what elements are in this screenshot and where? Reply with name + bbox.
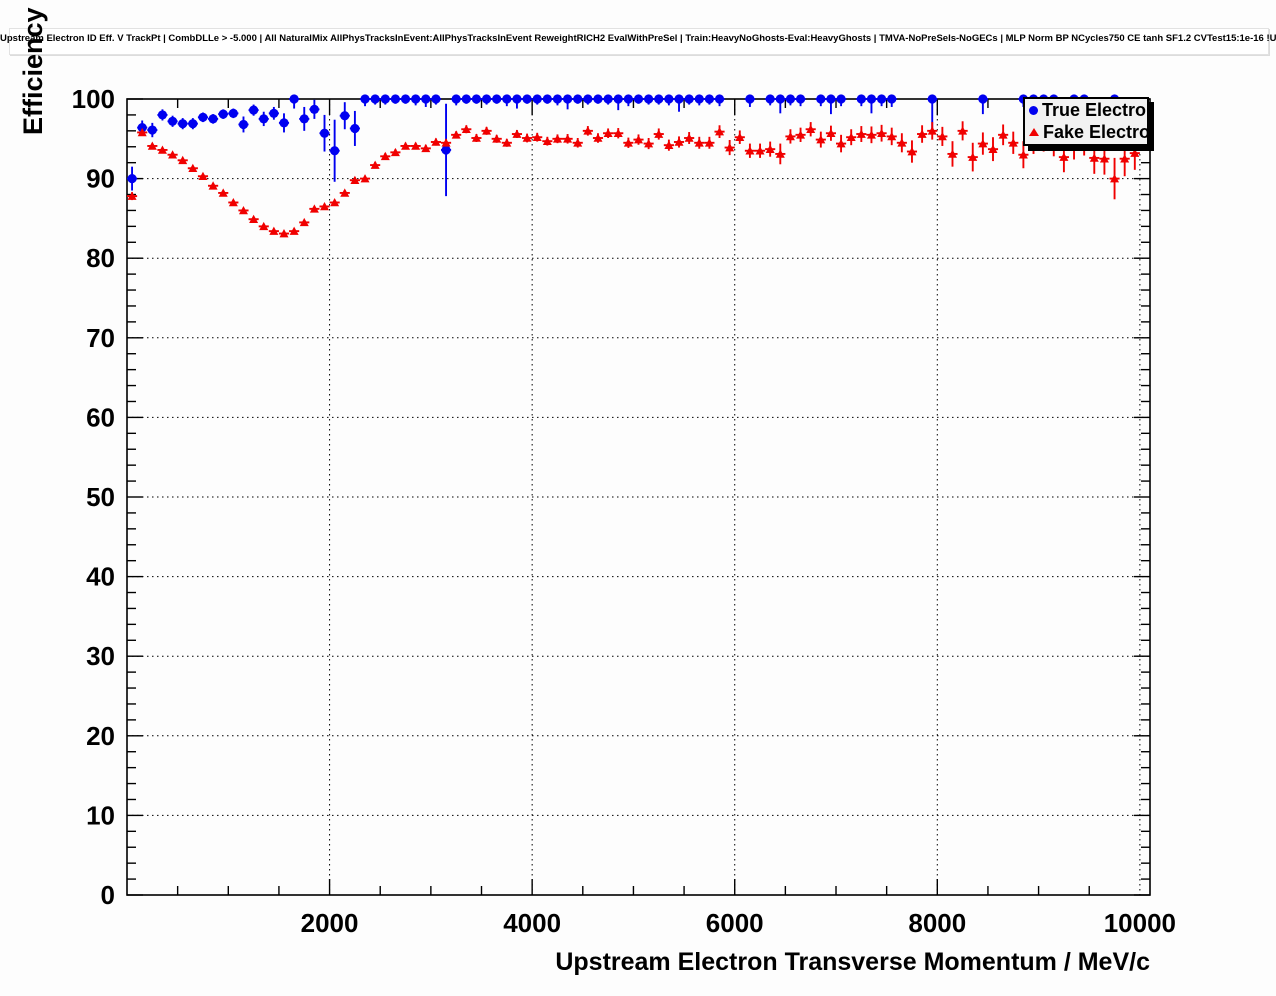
- legend-label: Fake Electron: [1043, 121, 1149, 142]
- legend: True Electron Fake Electron: [1023, 97, 1149, 146]
- svg-text:8000: 8000: [908, 908, 966, 938]
- svg-text:70: 70: [86, 323, 115, 353]
- svg-text:30: 30: [86, 641, 115, 671]
- svg-text:2000: 2000: [301, 908, 359, 938]
- svg-text:60: 60: [86, 402, 115, 432]
- plot-title: Upstream Electron ID Eff. V TrackPt | Co…: [0, 33, 1276, 44]
- tick-labels: 2000 4000 6000 8000 10000 0 10 20 30 40 50 60 70 80 90…: [72, 84, 1176, 938]
- svg-text:20: 20: [86, 721, 115, 751]
- fake-electron-marker-icon: [1029, 128, 1039, 137]
- axis-ticks: [127, 98, 1150, 896]
- legend-label: True Electron: [1042, 100, 1149, 121]
- gridlines: [127, 99, 1150, 895]
- series-true-electron: [127, 94, 1120, 197]
- svg-text:100: 100: [72, 84, 115, 114]
- svg-text:90: 90: [86, 164, 115, 194]
- series-fake-electron: [127, 121, 1140, 238]
- legend-item-fake-electron: Fake Electron: [1029, 122, 1147, 144]
- svg-text:4000: 4000: [503, 908, 561, 938]
- x-axis-title: Upstream Electron Transverse Momentum / …: [555, 948, 1150, 976]
- true-electron-marker-icon: [1029, 106, 1038, 116]
- svg-text:50: 50: [86, 482, 115, 512]
- svg-text:0: 0: [101, 880, 115, 910]
- y-axis-title: Efficiency / %: [18, 0, 48, 135]
- svg-text:40: 40: [86, 562, 115, 592]
- svg-text:10: 10: [86, 800, 115, 830]
- title-pave: [9, 28, 1269, 55]
- svg-text:6000: 6000: [706, 908, 764, 938]
- legend-item-true-electron: True Electron: [1029, 100, 1147, 122]
- svg-text:80: 80: [86, 243, 115, 273]
- svg-text:10000: 10000: [1104, 908, 1176, 938]
